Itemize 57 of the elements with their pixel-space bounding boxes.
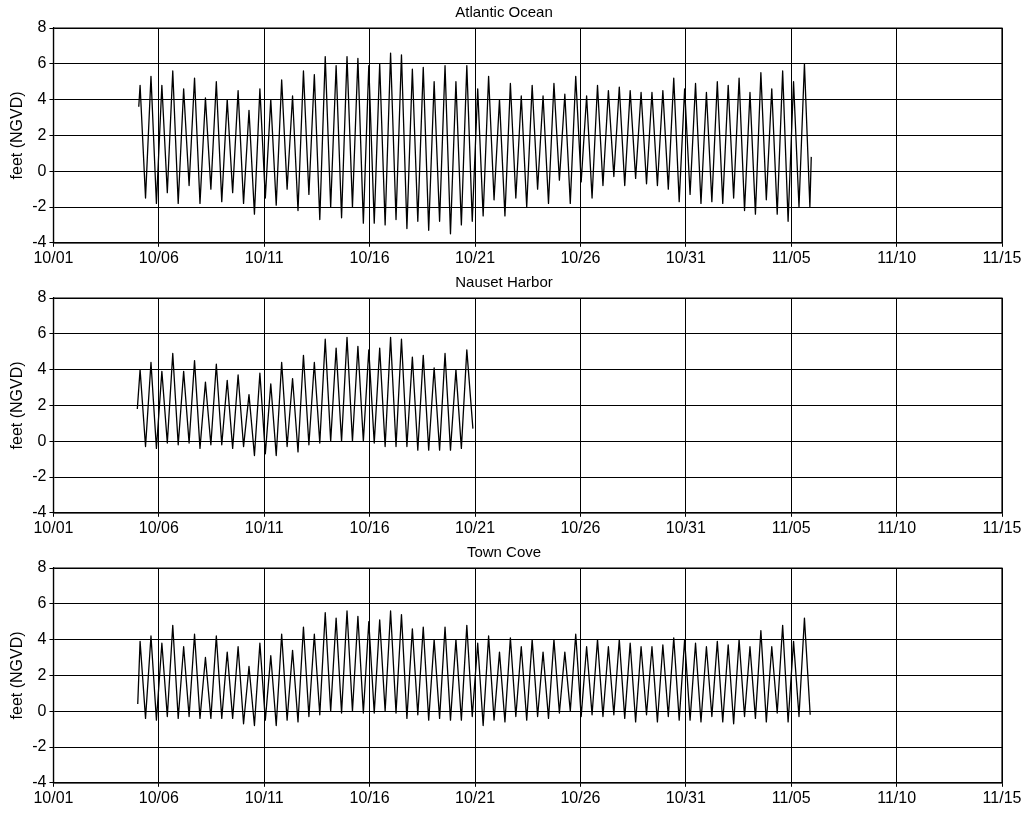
chart-title: Atlantic Ocean: [455, 3, 553, 21]
x-tick-label: 11/15: [982, 518, 1022, 536]
x-tick-label: 11/05: [771, 788, 811, 806]
y-axis-title: feet (NGVD): [8, 91, 26, 180]
y-tick-label: 2: [37, 125, 47, 143]
y-tick-label: -2: [32, 737, 47, 755]
x-tick-label: 10/16: [349, 788, 390, 806]
y-tick-label: 4: [37, 360, 47, 378]
y-axis-title: feet (NGVD): [8, 631, 26, 720]
x-tick-label: 10/06: [138, 518, 179, 536]
x-tick-label: 10/01: [33, 788, 74, 806]
x-tick-label: 11/15: [982, 248, 1022, 266]
x-tick-label: 11/05: [771, 248, 811, 266]
x-tick-label: 10/26: [560, 248, 601, 266]
x-tick-label: 10/31: [665, 248, 706, 266]
x-tick-label: 10/26: [560, 518, 601, 536]
x-tick-label: 11/05: [771, 518, 811, 536]
y-tick-label: 0: [37, 161, 47, 179]
y-tick-label: 6: [37, 594, 47, 612]
x-tick-label: 10/21: [454, 518, 496, 536]
x-tick-label: 10/31: [665, 518, 706, 536]
x-tick-label: 10/06: [138, 788, 179, 806]
y-tick-label: 4: [37, 90, 47, 108]
y-tick-label: 6: [37, 54, 47, 72]
y-axis-title: feet (NGVD): [8, 361, 26, 450]
x-tick-label: 10/11: [244, 518, 284, 536]
y-tick-label: -2: [32, 467, 47, 485]
x-tick-label: 10/31: [665, 788, 706, 806]
x-tick-label: 10/11: [244, 788, 284, 806]
x-tick-label: 10/21: [454, 248, 496, 266]
y-tick-label: -2: [32, 197, 47, 215]
y-tick-label: 6: [37, 324, 47, 342]
x-tick-label: 10/26: [560, 788, 601, 806]
y-tick-label: -4: [32, 503, 47, 521]
x-tick-label: 11/15: [982, 788, 1022, 806]
x-tick-label: 10/01: [33, 518, 74, 536]
y-tick-label: -4: [32, 233, 47, 251]
x-tick-label: 10/01: [33, 248, 74, 266]
x-tick-label: 10/06: [138, 248, 179, 266]
y-tick-label: 0: [37, 701, 47, 719]
chart-title: Town Cove: [466, 543, 542, 561]
y-tick-label: 8: [37, 558, 47, 576]
y-tick-label: 8: [37, 18, 47, 36]
y-tick-label: 8: [37, 288, 47, 306]
y-tick-label: 2: [37, 395, 47, 413]
x-tick-label: 10/21: [454, 788, 496, 806]
y-tick-label: 4: [37, 630, 47, 648]
y-tick-label: 2: [37, 665, 47, 683]
x-tick-label: 11/10: [877, 248, 917, 266]
x-tick-label: 10/16: [349, 518, 390, 536]
x-tick-label: 10/16: [349, 248, 390, 266]
y-tick-label: 0: [37, 431, 47, 449]
x-tick-label: 10/11: [244, 248, 284, 266]
x-tick-label: 11/10: [877, 518, 917, 536]
x-tick-label: 11/10: [877, 788, 917, 806]
chart-title: Nauset Harbor: [455, 273, 553, 291]
y-tick-label: -4: [32, 773, 47, 791]
